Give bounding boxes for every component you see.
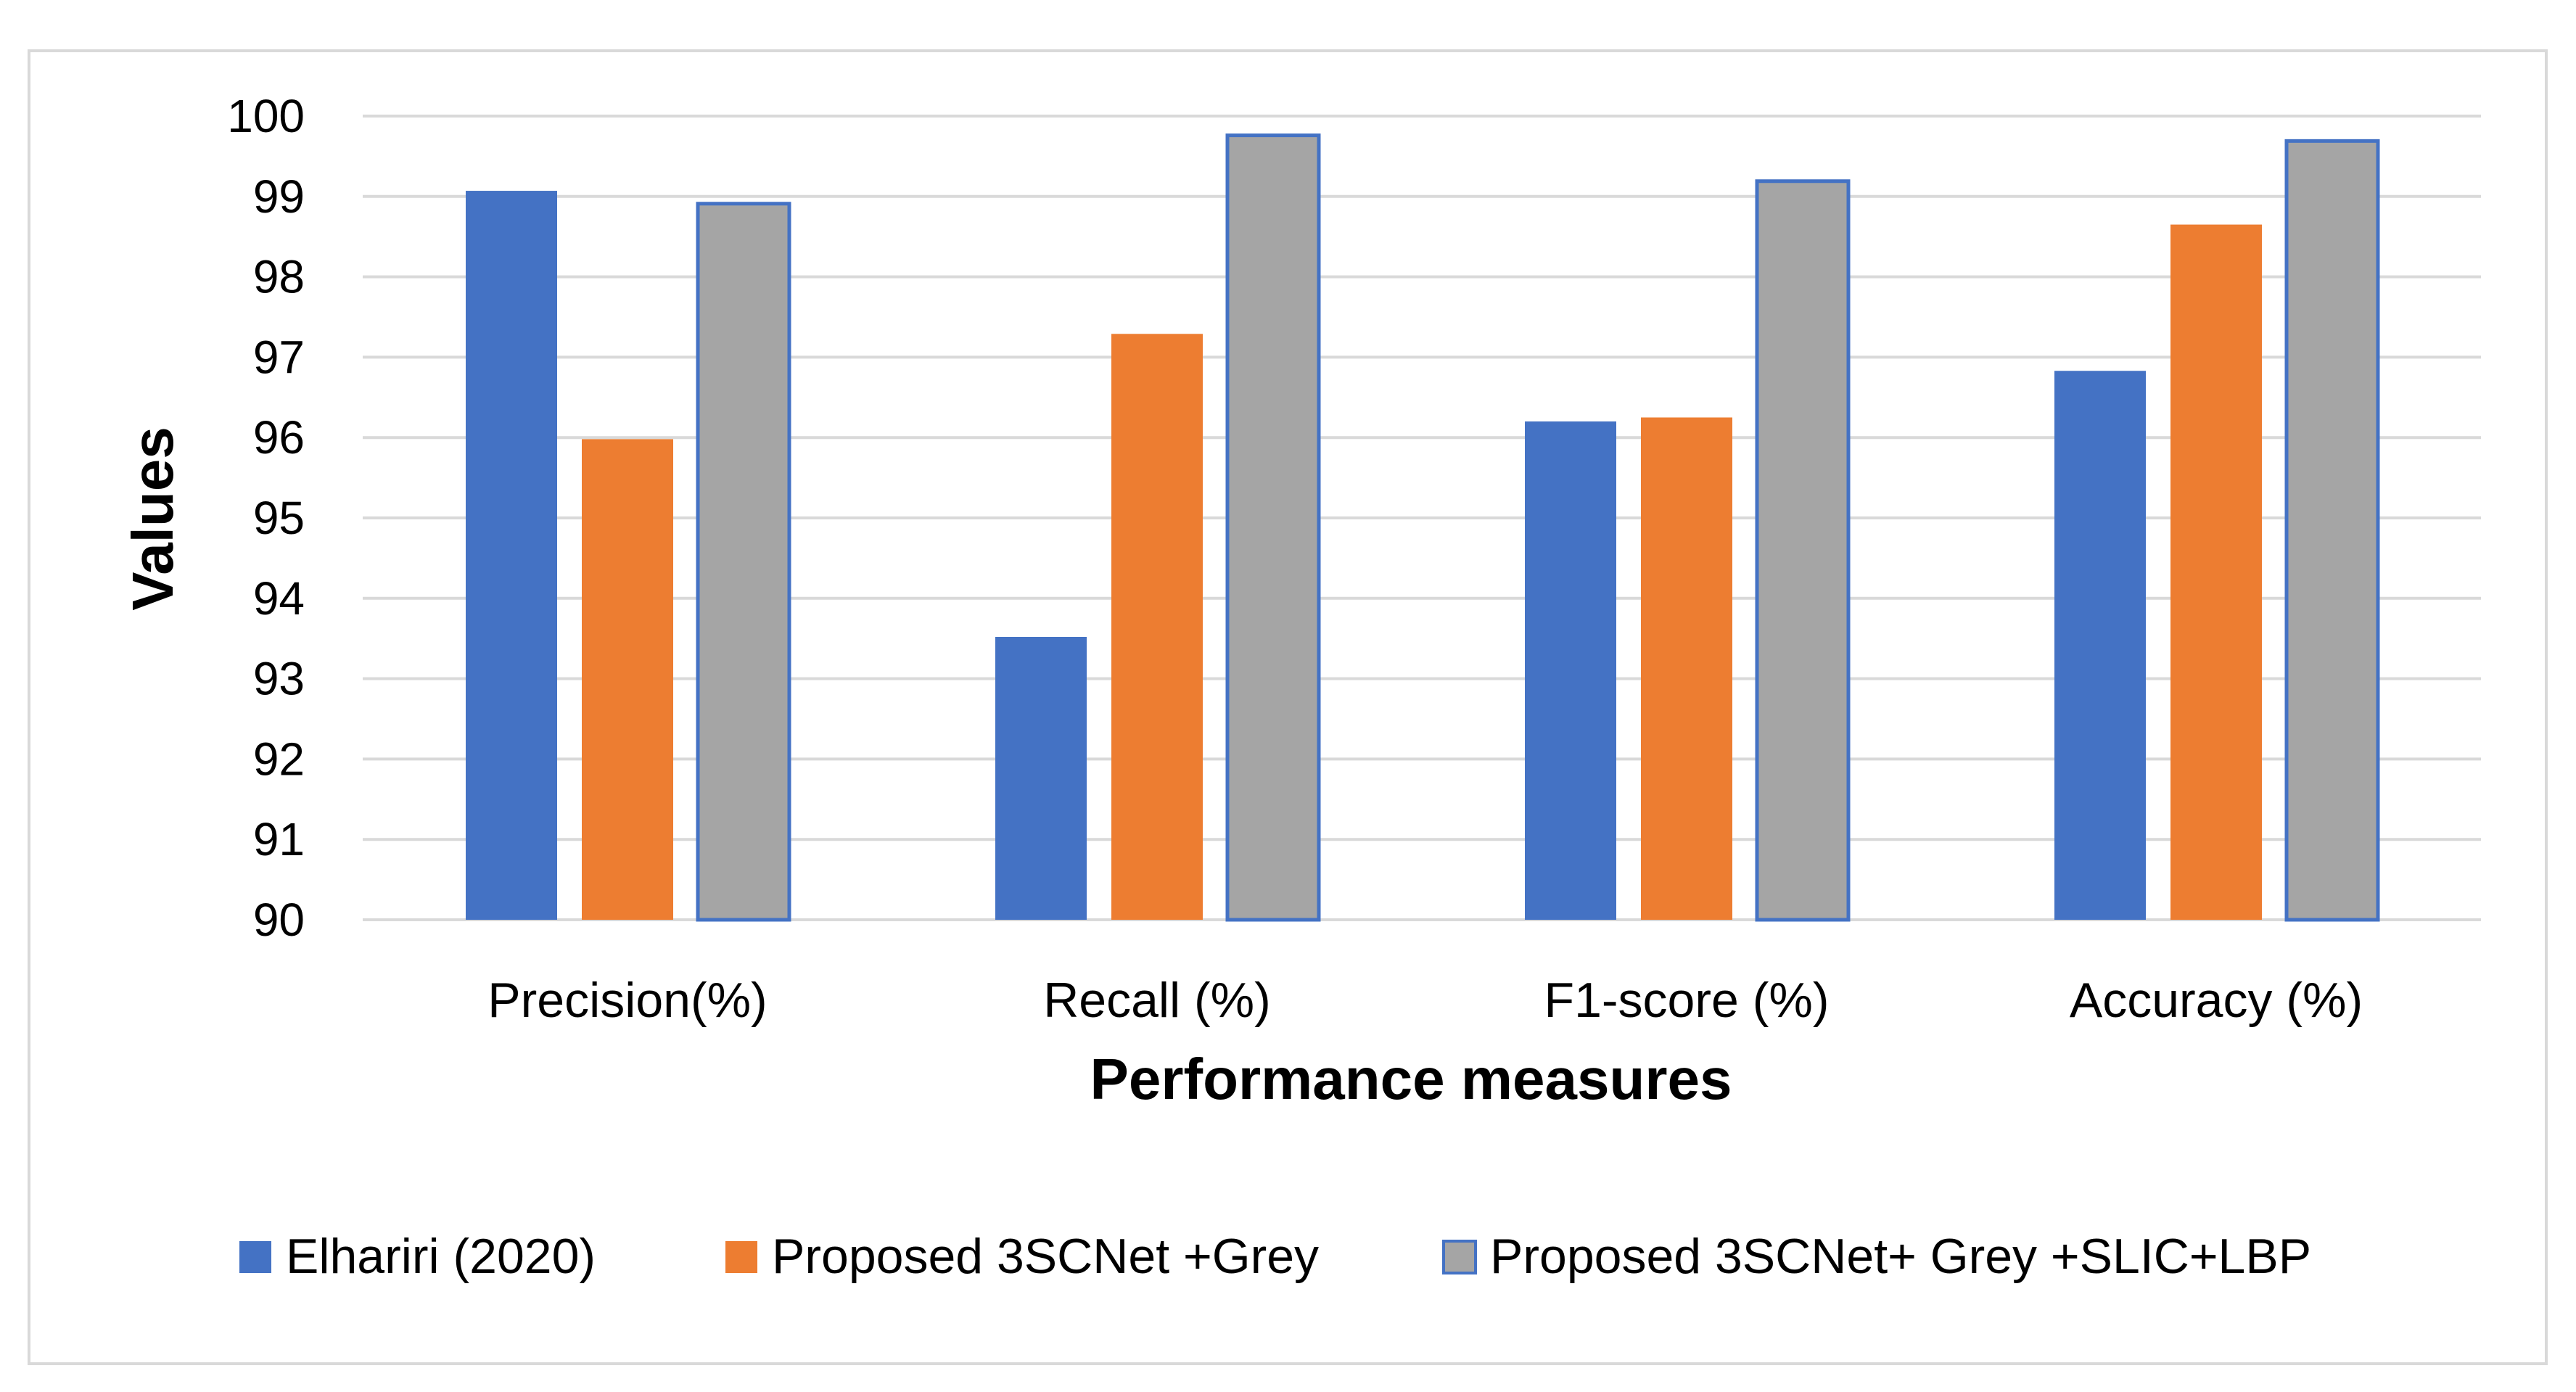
y-tick-label: 99 — [253, 170, 305, 223]
x-category-label: Precision(%) — [487, 973, 767, 1028]
legend-label-2: Proposed 3SCNet +Grey — [772, 1229, 1319, 1284]
y-tick-label: 90 — [253, 894, 305, 946]
y-tick-label: 100 — [227, 90, 305, 142]
legend-swatch-1 — [239, 1241, 271, 1273]
y-tick-label: 92 — [253, 733, 305, 785]
x-category-label: Recall (%) — [1043, 973, 1271, 1028]
bar-3-4 — [2284, 139, 2380, 922]
y-tick-label: 91 — [253, 813, 305, 865]
bar-2-4 — [2170, 224, 2262, 921]
legend-swatch-2 — [725, 1241, 757, 1273]
x-category-label: Accuracy (%) — [2070, 973, 2363, 1028]
bar-1-2 — [995, 636, 1087, 920]
bars — [466, 133, 2380, 922]
bar-3-3 — [1755, 179, 1851, 922]
legend: Elhariri (2020) Proposed 3SCNet +Grey Prop… — [239, 1229, 2311, 1284]
bar-2-1 — [582, 439, 673, 920]
x-axis-title: Performance measures — [1090, 1047, 1732, 1111]
y-tick-label: 96 — [253, 411, 305, 464]
bar-1-4 — [2054, 371, 2146, 921]
bar-1-3 — [1525, 421, 1616, 920]
legend-label-3: Proposed 3SCNet+ Grey +SLIC+LBP — [1490, 1229, 2311, 1284]
y-tick-label: 93 — [253, 653, 305, 705]
y-axis-title: Values — [120, 427, 185, 611]
bar-2-3 — [1641, 417, 1732, 920]
legend-swatch-3 — [1442, 1240, 1477, 1274]
legend-label-1: Elhariri (2020) — [286, 1229, 596, 1284]
bar-1-1 — [466, 191, 557, 920]
bar-3-1 — [696, 202, 791, 922]
x-category-label: F1-score (%) — [1544, 973, 1830, 1028]
bar-3-2 — [1225, 133, 1321, 922]
y-tick-label: 95 — [253, 492, 305, 544]
axes: 90 91 92 93 94 95 96 97 98 99 100 Precision(%) Recal… — [227, 90, 2363, 1028]
y-tick-label: 94 — [253, 572, 305, 625]
bar-2-2 — [1111, 334, 1203, 920]
y-tick-label: 98 — [253, 251, 305, 303]
y-tick-label: 97 — [253, 331, 305, 383]
